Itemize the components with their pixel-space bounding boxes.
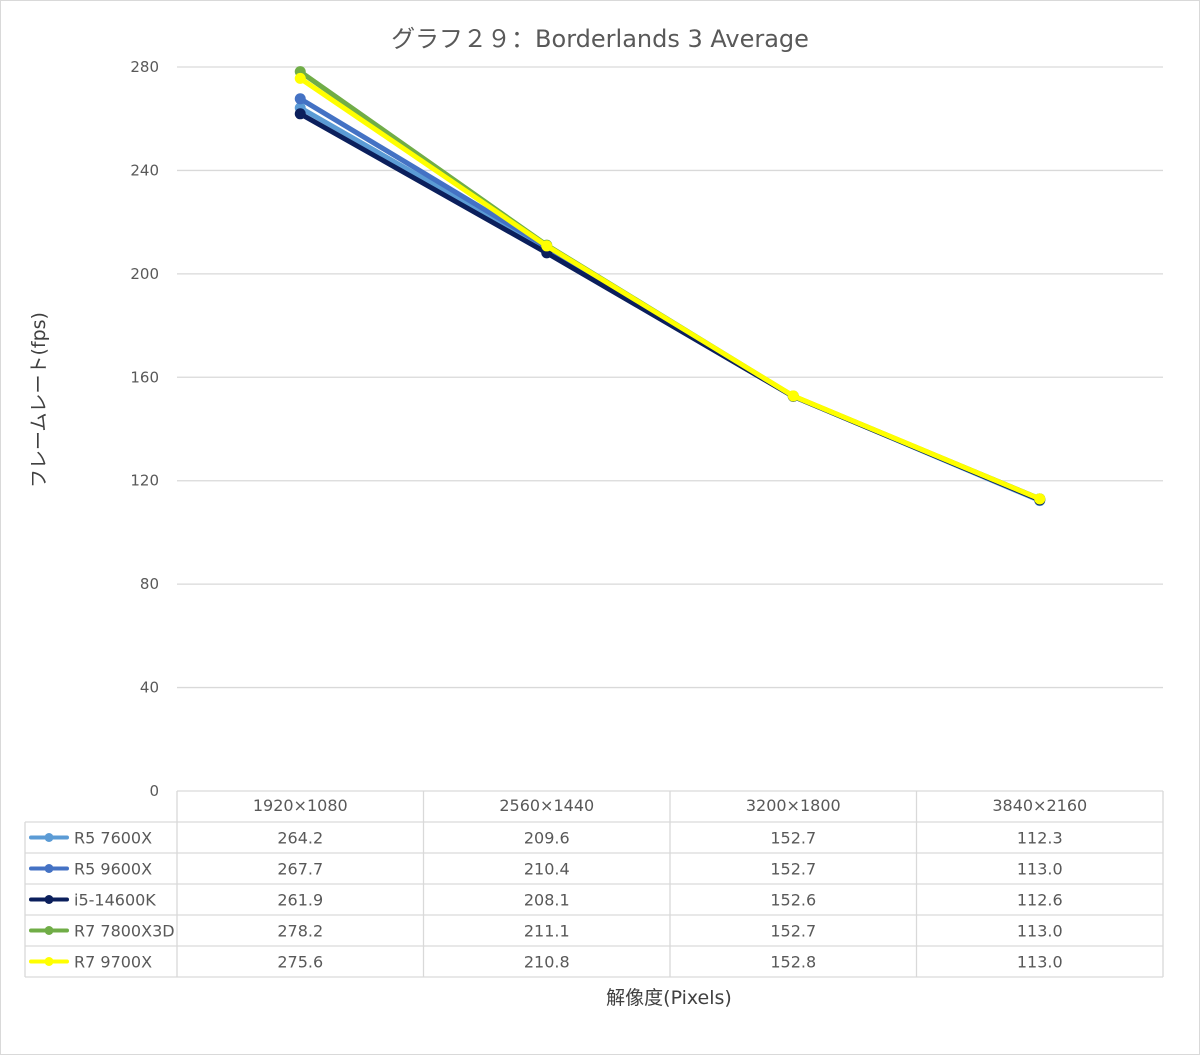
legend-key-marker	[44, 957, 54, 966]
data-point	[787, 390, 799, 402]
data-label: 211.1	[524, 922, 570, 941]
legend-series-name: R7 7800X3D	[74, 922, 175, 941]
series-lines	[294, 66, 1046, 507]
data-label: 152.7	[770, 860, 816, 879]
data-label: 209.6	[524, 829, 570, 848]
series-line	[297, 96, 1043, 502]
data-point	[1034, 493, 1046, 505]
y-tick-label: 0	[149, 782, 159, 800]
x-tick-label: 1920×1080	[253, 796, 348, 815]
legend-key-marker	[44, 833, 54, 842]
data-label: 112.3	[1017, 829, 1063, 848]
x-tick-label: 3200×1800	[746, 796, 841, 815]
y-axis-title: フレームレート(fps)	[28, 312, 50, 488]
legend-series-name: R5 7600X	[74, 829, 152, 848]
x-tick-label: 3840×2160	[992, 796, 1087, 815]
legend-key-marker	[44, 864, 54, 873]
y-tick-label: 120	[130, 472, 159, 490]
series-line	[297, 69, 1043, 502]
data-label: 113.0	[1017, 860, 1063, 879]
data-point	[541, 240, 553, 252]
data-table: 1920×1080 2560×1440 3200×1800 3840×2160 R5 7…	[24, 790, 1164, 978]
data-point	[294, 108, 306, 120]
series-line	[297, 75, 1043, 502]
data-label: 208.1	[524, 891, 570, 910]
y-tick-label: 160	[130, 368, 159, 386]
x-axis-title: 解像度(Pixels)	[606, 987, 732, 1009]
legend-series-name: R7 9700X	[74, 953, 152, 972]
legend-key-marker	[44, 926, 54, 935]
data-label: 152.6	[770, 891, 816, 910]
chart-title: グラフ２９：Borderlands 3 Average	[391, 25, 809, 53]
data-label: 261.9	[277, 891, 323, 910]
y-axis-ticks: 0 40 80 120 160 200 240 280	[130, 58, 159, 800]
data-label: 112.6	[1017, 891, 1063, 910]
data-point	[294, 93, 306, 105]
legend-key-marker	[44, 895, 54, 904]
y-tick-label: 280	[130, 58, 159, 76]
data-label: 210.4	[524, 860, 570, 879]
y-tick-label: 200	[130, 265, 159, 283]
data-label: 113.0	[1017, 953, 1063, 972]
x-tick-label: 2560×1440	[499, 796, 594, 815]
data-label: 152.8	[770, 953, 816, 972]
y-tick-label: 40	[140, 679, 159, 697]
data-label: 113.0	[1017, 922, 1063, 941]
data-label: 152.7	[770, 829, 816, 848]
data-label: 264.2	[277, 829, 323, 848]
legend-series-name: i5-14600K	[74, 891, 156, 910]
data-label: 210.8	[524, 953, 570, 972]
y-tick-label: 240	[130, 161, 159, 179]
data-label: 267.7	[277, 860, 323, 879]
y-tick-label: 80	[140, 575, 159, 593]
data-label: 275.6	[277, 953, 323, 972]
legend-series-name: R5 9600X	[74, 860, 152, 879]
gridlines	[177, 66, 1163, 689]
data-label: 278.2	[277, 922, 323, 941]
data-point	[294, 72, 306, 84]
data-label: 152.7	[770, 922, 816, 941]
